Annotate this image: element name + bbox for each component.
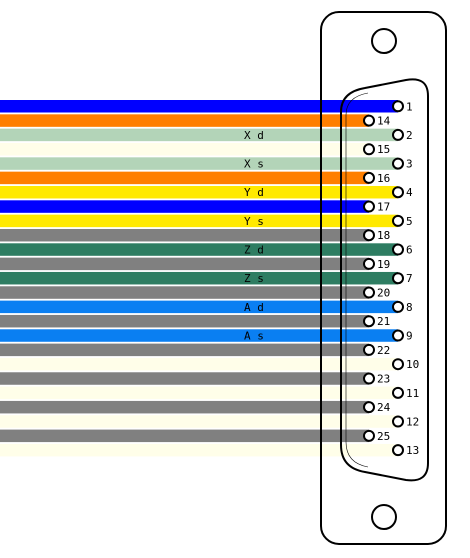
pin-1-contact xyxy=(392,100,404,113)
pin-6-contact xyxy=(392,243,404,256)
wire-pin-23 xyxy=(0,372,369,385)
wire-pin-18 xyxy=(0,228,369,242)
pin-number-15: 15 xyxy=(377,143,390,156)
wire-label-pin-2: X d xyxy=(244,129,264,142)
pin-2-contact xyxy=(392,128,404,141)
connector-pins: 1 14 2 15 3 16 4 17 5 18 6 19 7 20 8 21 9 22 10 23 11 24 12 25 1… xyxy=(363,100,419,457)
pin-number-11: 11 xyxy=(406,387,419,400)
wire-pin-13 xyxy=(0,443,398,457)
pin-number-24: 24 xyxy=(377,401,391,414)
pin-8-contact xyxy=(392,300,404,313)
wire-pin-25 xyxy=(0,429,369,443)
wire-pin-15 xyxy=(0,142,369,156)
pin-number-12: 12 xyxy=(406,416,419,429)
connector-shell xyxy=(320,11,447,545)
pin-23-contact xyxy=(363,372,375,385)
pin-14-contact xyxy=(363,114,375,127)
pin-number-18: 18 xyxy=(377,229,390,242)
wire-label-pin-5: Y s xyxy=(244,215,264,228)
pin-number-10: 10 xyxy=(406,358,419,371)
wire-pin-5 xyxy=(0,214,398,228)
wire-label-pin-8: A d xyxy=(244,301,264,314)
pin-number-21: 21 xyxy=(377,315,390,328)
pin-number-3: 3 xyxy=(406,158,413,171)
wire-pin-3 xyxy=(0,157,398,170)
pin-20-contact xyxy=(363,286,375,299)
pin-number-8: 8 xyxy=(406,301,413,314)
wire-pin-11 xyxy=(0,386,398,400)
pin-21-contact xyxy=(363,315,375,328)
pin-15-contact xyxy=(363,143,375,156)
pin-9-contact xyxy=(392,329,404,342)
wire-pin-14 xyxy=(0,114,369,127)
pin-number-17: 17 xyxy=(377,201,390,214)
wire-pin-22 xyxy=(0,343,369,357)
wire-pin-20 xyxy=(0,286,369,299)
pin-number-13: 13 xyxy=(406,444,419,457)
pin-12-contact xyxy=(392,415,404,428)
wire-pin-1 xyxy=(0,100,398,113)
wire-pin-12 xyxy=(0,415,398,428)
pin-number-4: 4 xyxy=(406,186,413,199)
wire-pin-21 xyxy=(0,314,369,328)
pin-number-23: 23 xyxy=(377,373,390,386)
wire-label-pin-4: Y d xyxy=(244,186,264,199)
ribbon-cable: X d X s Y d Y s Z d Z s A d A s xyxy=(0,100,398,457)
pin-16-contact xyxy=(363,171,375,184)
pin-3-contact xyxy=(392,157,404,170)
pin-18-contact xyxy=(363,229,375,242)
connector-d-shape xyxy=(340,78,429,482)
wire-pin-17 xyxy=(0,200,369,213)
wire-label-pin-9: A s xyxy=(244,330,264,343)
mounting-hole-bottom xyxy=(371,504,397,530)
pin-19-contact xyxy=(363,257,375,270)
pin-25-contact xyxy=(363,429,375,442)
pin-number-2: 2 xyxy=(406,129,413,142)
pin-4-contact xyxy=(392,186,404,199)
mounting-hole-top xyxy=(371,28,397,54)
wire-pin-4 xyxy=(0,185,398,199)
pin-number-1: 1 xyxy=(406,100,413,113)
wire-pin-2 xyxy=(0,128,398,142)
pin-number-22: 22 xyxy=(377,344,390,357)
pin-22-contact xyxy=(363,343,375,356)
wire-pin-19 xyxy=(0,257,369,271)
wire-label-pin-7: Z s xyxy=(244,272,264,285)
pin-11-contact xyxy=(392,386,404,399)
pin-number-16: 16 xyxy=(377,172,390,185)
wire-pin-8 xyxy=(0,300,398,314)
wire-pin-9 xyxy=(0,329,398,342)
pin-10-contact xyxy=(392,358,404,371)
pin-number-6: 6 xyxy=(406,244,413,257)
wire-pin-16 xyxy=(0,171,369,185)
wire-label-pin-3: X s xyxy=(244,158,264,171)
pin-5-contact xyxy=(392,214,404,227)
pin-number-5: 5 xyxy=(406,215,413,228)
wire-label-pin-6: Z d xyxy=(244,244,264,257)
pin-17-contact xyxy=(363,200,375,213)
wire-pin-10 xyxy=(0,357,398,371)
pin-number-25: 25 xyxy=(377,430,390,443)
wire-pin-7 xyxy=(0,271,398,285)
pin-number-19: 19 xyxy=(377,258,390,271)
connector-d-shape-inner xyxy=(345,92,369,468)
wire-pin-6 xyxy=(0,243,398,256)
db25-connector xyxy=(320,11,447,545)
wire-pin-24 xyxy=(0,400,369,414)
pin-number-7: 7 xyxy=(406,272,413,285)
pin-number-20: 20 xyxy=(377,287,390,300)
pin-7-contact xyxy=(392,272,404,285)
pin-number-9: 9 xyxy=(406,330,413,343)
pin-24-contact xyxy=(363,401,375,414)
pin-13-contact xyxy=(392,444,404,457)
pin-number-14: 14 xyxy=(377,115,391,128)
